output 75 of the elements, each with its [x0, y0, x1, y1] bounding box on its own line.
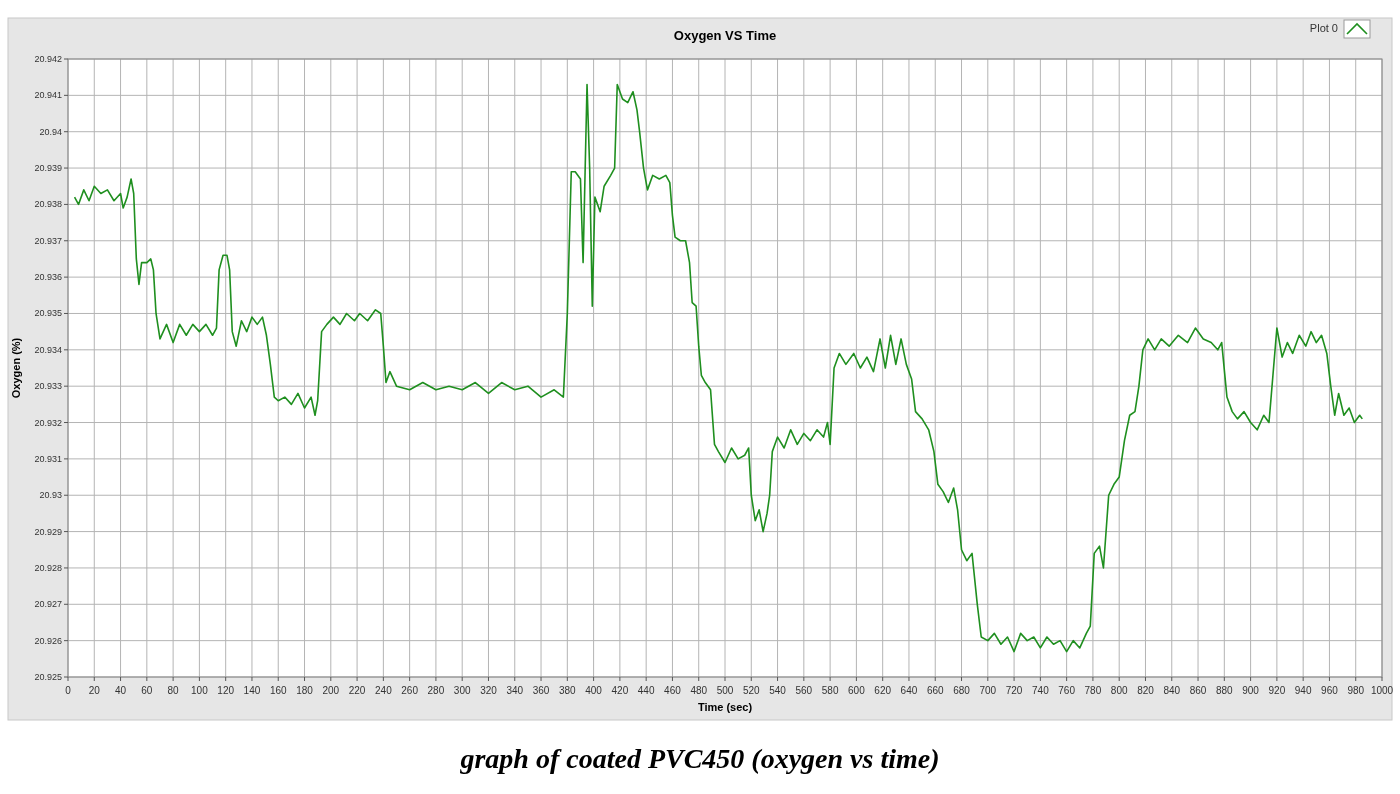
x-tick-label: 940: [1294, 685, 1312, 696]
x-tick-label: 340: [506, 685, 524, 696]
x-tick-label: 360: [532, 685, 550, 696]
x-tick-label: 960: [1321, 685, 1339, 696]
x-tick-label: 540: [769, 685, 787, 696]
y-tick-label: 20.936: [34, 272, 62, 283]
x-tick-label: 880: [1215, 685, 1234, 696]
y-tick-label: 20.925: [34, 672, 62, 682]
x-tick-label: 140: [243, 685, 261, 696]
chart-title: Oxygen VS Time: [673, 28, 777, 43]
x-tick-label: 220: [348, 685, 366, 696]
x-tick-label: 500: [716, 685, 734, 696]
y-tick-label: 20.931: [34, 453, 62, 464]
x-tick-label: 300: [453, 685, 471, 696]
x-tick-label: 60: [141, 685, 153, 696]
x-axis-title: Time (sec): [697, 701, 753, 713]
x-tick-label: 600: [848, 685, 866, 696]
x-tick-label: 640: [900, 685, 918, 696]
x-tick-label: 700: [979, 685, 997, 696]
x-tick-label: 740: [1032, 685, 1050, 696]
x-tick-label: 0: [65, 685, 72, 696]
x-tick-label: 400: [585, 685, 603, 696]
x-tick-label: 380: [558, 685, 577, 696]
y-axis-title: Oxygen (%): [10, 337, 22, 399]
x-tick-label: 560: [795, 685, 813, 696]
y-tick-label: 20.939: [34, 163, 62, 174]
line-series: [73, 83, 1364, 653]
y-tick-label: 20.934: [34, 344, 62, 355]
text: graph of coated PVC450 (oxygen vs time): [459, 743, 940, 774]
y-tick-label: 20.928: [34, 562, 62, 573]
x-tick-label: 180: [296, 685, 314, 696]
y-tick-label: 20.926: [34, 635, 62, 646]
x-tick-label: 820: [1137, 685, 1155, 696]
x-tick-label: 160: [269, 685, 288, 696]
x-tick-label: 920: [1268, 685, 1286, 696]
x-tick-label: 200: [322, 685, 340, 696]
x-tick-label: 520: [742, 685, 761, 696]
x-tick-label: 460: [664, 685, 682, 696]
x-tick-label: 260: [401, 685, 419, 696]
y-tick-label: 20.938: [34, 199, 62, 210]
x-tick-label: 420: [611, 685, 629, 696]
x-tick-label: 120: [217, 685, 235, 696]
y-tick-label: 20.929: [34, 526, 62, 537]
x-tick-label: 580: [821, 685, 839, 696]
y-tick-label: 20.94: [39, 126, 62, 137]
x-tick-label: 720: [1005, 685, 1023, 696]
x-tick-label: 20: [88, 685, 101, 696]
x-tick-label: 680: [953, 685, 971, 696]
x-tick-label: 840: [1163, 685, 1181, 696]
y-tick-label: 20.937: [34, 235, 62, 246]
x-tick-label: 1000: [1370, 685, 1394, 696]
y-tick-label: 20.941: [34, 90, 62, 101]
x-tick-label: 860: [1189, 685, 1207, 696]
y-tick-label: 20.935: [34, 308, 62, 319]
x-tick-label: 800: [1110, 685, 1128, 696]
x-tick-label: 760: [1058, 685, 1076, 696]
y-tick-label: 20.942: [34, 54, 62, 64]
x-tick-label: 900: [1242, 685, 1260, 696]
x-tick-label: 620: [874, 685, 892, 696]
legend-label: Plot 0: [1309, 22, 1338, 34]
x-tick-label: 440: [637, 685, 655, 696]
x-tick-label: 780: [1084, 685, 1102, 696]
y-tick-label: 20.933: [34, 381, 62, 392]
x-tick-label: 480: [690, 685, 708, 696]
x-tick-label: 660: [926, 685, 945, 696]
x-tick-label: 40: [115, 685, 127, 696]
y-tick-label: 20.93: [39, 490, 62, 501]
y-tick-label: 20.927: [34, 599, 62, 610]
x-tick-label: 240: [375, 685, 393, 696]
y-tick-label: 20.932: [34, 417, 62, 428]
x-tick-label: 320: [480, 685, 498, 696]
x-tick-label: 80: [167, 685, 180, 696]
x-tick-label: 980: [1347, 685, 1365, 696]
x-tick-label: 280: [427, 685, 445, 696]
x-tick-label: 100: [191, 685, 209, 696]
